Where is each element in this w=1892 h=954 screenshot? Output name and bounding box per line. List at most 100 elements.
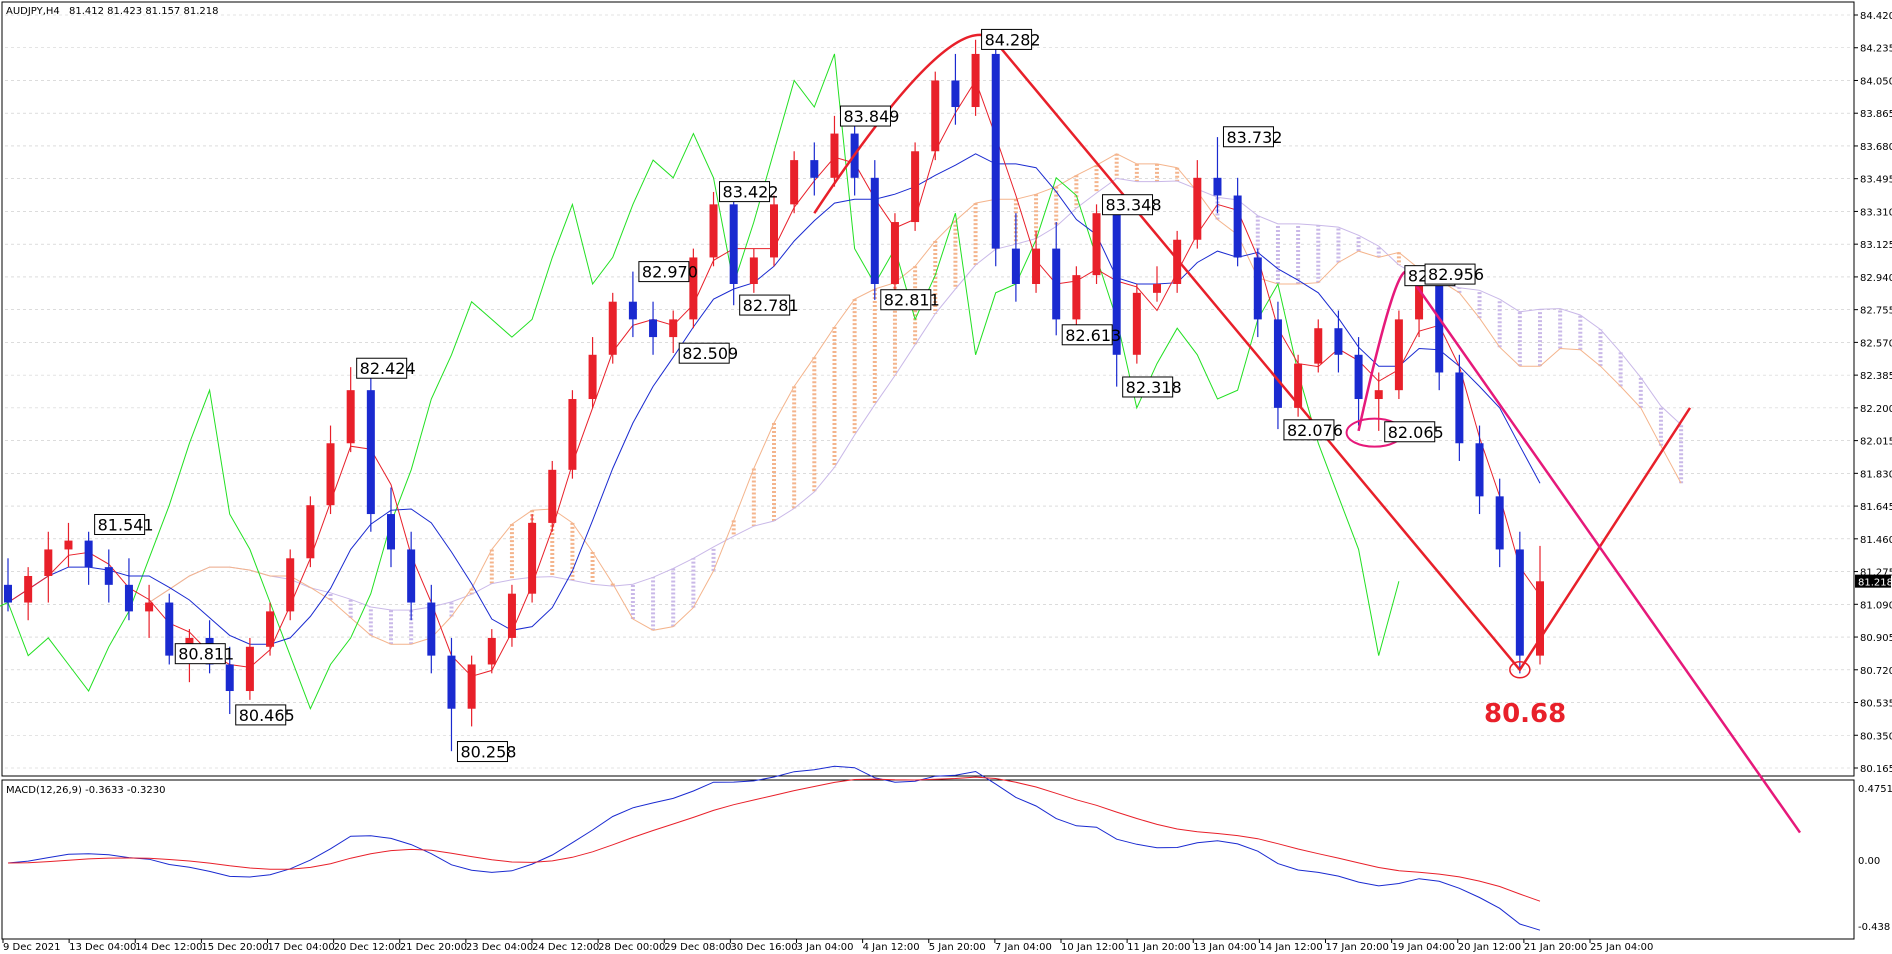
price-pane[interactable] [1,1,1855,777]
macd-tick-bottom: -0.438 [1858,922,1890,933]
macd-lines [7,765,1541,931]
x-tick-label: 20 Dec 12:00 [334,942,401,953]
x-tick-label: 13 Jan 04:00 [1193,942,1256,953]
y-tick-label: 80.350 [1860,731,1892,742]
price-label-box [1222,126,1274,148]
target-circle [1509,661,1531,679]
x-tick-label: 23 Dec 04:00 [466,942,533,953]
candle-body [1253,257,1262,320]
target-price-label: 80.68 [1484,699,1566,729]
candle-body [1173,239,1182,284]
candle-body [548,469,557,523]
price-label-box [678,342,730,364]
candle-body [407,549,416,603]
price-label-box [1102,194,1154,216]
x-tick-label: 14 Jan 12:00 [1259,942,1322,953]
kijun-sen [7,153,1541,645]
candle-body [366,390,375,515]
x-tick-label: 25 Jan 04:00 [1590,942,1653,953]
price-label-text: 84.282 [985,30,1041,49]
price-labels: 81.541 80.811 80.465 82.424 80.258 82.970 82.5… [94,28,1484,763]
price-label-text: 80.465 [239,706,295,725]
candle-body [1536,581,1544,656]
x-tick-label: 13 Dec 04:00 [69,942,136,953]
candle-body [1132,292,1141,355]
candle-body [1233,195,1242,258]
candle-body [1011,248,1020,284]
candle-body [64,540,73,550]
candle-body [790,160,799,205]
candle-body [1213,177,1222,196]
price-label-box [356,357,408,379]
y-tick-label: 83.680 [1860,142,1892,153]
y-tick-label: 80.535 [1860,699,1892,710]
x-tick-label: 21 Dec 20:00 [400,942,467,953]
candle-body [709,204,718,258]
y-tick-label: 83.865 [1860,109,1892,120]
price-label-box [94,513,146,535]
candle-body [1394,319,1403,391]
y-tick-label: 82.755 [1860,306,1892,317]
candle-body [830,133,839,178]
price-label-box [839,105,891,127]
candle-body [1435,283,1444,373]
y-tick-label: 81.090 [1860,600,1892,611]
candle-body [931,80,940,152]
candle-body [124,584,133,612]
x-tick-label: 30 Dec 16:00 [730,942,797,953]
candlestick-series [4,39,1544,752]
candle-body [306,505,315,559]
price-label-text: 82.065 [1388,423,1444,442]
candle-body [1072,275,1081,320]
y-tick-label: 80.165 [1860,764,1892,775]
y-tick-label: 84.420 [1860,11,1892,22]
y-tick-label: 81.830 [1860,469,1892,480]
candle-body [669,319,678,338]
candle-body [245,646,254,692]
price-label-box [638,261,690,283]
price-label-text: 83.348 [1106,196,1162,215]
y-tick-label: 82.385 [1860,371,1892,382]
macd-pane[interactable] [1,779,1855,940]
candle-body [1153,283,1161,293]
y-tick-label: 82.570 [1860,338,1892,349]
candle-body [1294,363,1303,408]
price-label-text: 82.613 [1065,326,1121,345]
candle-body [608,301,617,355]
svg-text:81.218: 81.218 [1858,578,1892,589]
x-tick-label: 5 Jan 20:00 [929,942,986,953]
candle-body [991,53,1000,249]
candle-body [4,584,12,603]
candle-body [286,558,295,612]
candle-body [1455,372,1464,444]
price-label-box [1384,421,1436,443]
candle-body [588,354,597,400]
price-label-box [719,181,771,203]
x-tick-label: 14 Dec 12:00 [135,942,202,953]
candle-body [84,540,93,568]
candle-body [326,443,335,506]
candle-body [225,664,234,692]
x-tick-label: 21 Jan 20:00 [1524,942,1587,953]
candle-body [1032,248,1041,284]
candle-body [1374,390,1383,400]
candle-body [890,222,899,284]
candle-body [911,151,920,223]
candle-body [628,301,637,320]
current-price-marker: 81.218 [1855,574,1892,589]
y-tick-label: 84.235 [1860,44,1892,55]
x-tick-label: 20 Jan 12:00 [1458,942,1521,953]
candle-body [1112,213,1121,355]
candle-body [1475,443,1484,497]
candle-body [1334,328,1343,355]
candle-body [266,611,275,647]
candle-body [870,177,879,284]
macd-line [7,765,1541,931]
price-label-box [1061,324,1113,346]
x-tick-label: 3 Jan 04:00 [797,942,854,953]
x-tick-label: 17 Jan 20:00 [1326,942,1389,953]
price-label-text: 82.424 [360,359,416,378]
price-label-box [981,28,1033,50]
price-label-box [1122,376,1174,398]
